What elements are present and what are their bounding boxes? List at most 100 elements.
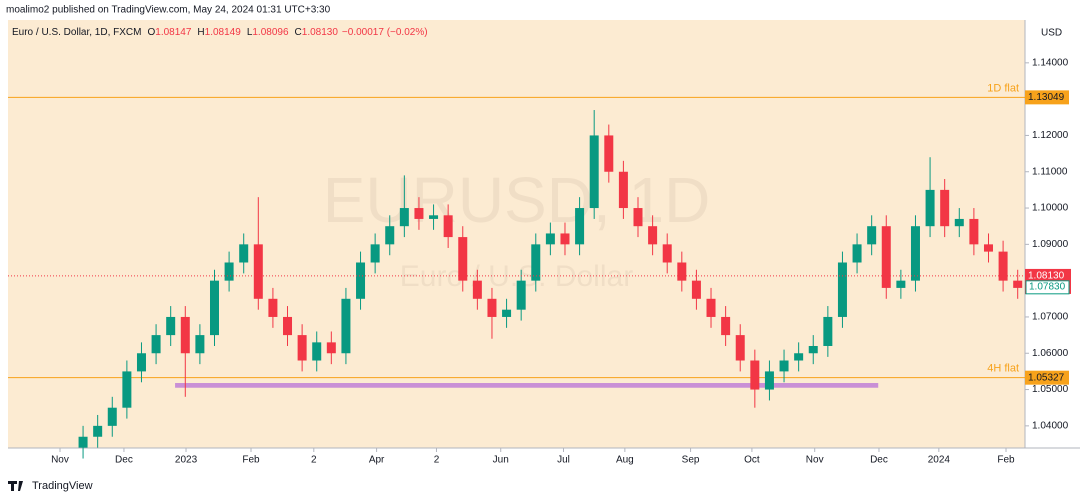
x-tick-label: 2 [311,455,317,466]
candle-body [648,226,658,245]
candle-body [385,226,395,245]
level-note: 1D flat [987,82,1019,94]
candle-body [808,345,818,354]
candle-body [618,171,628,209]
level-price: 1.05327 [1028,372,1065,383]
candle-body [312,342,322,361]
candle-body [107,407,117,426]
candle-body [78,436,88,448]
candle-body [429,215,439,219]
ohlc-label: C [295,27,302,38]
level-note: 4H flat [987,363,1019,375]
candle-body [224,262,234,281]
x-tick-label: Apr [369,455,385,466]
y-tick-label: 1.14000 [1032,57,1069,68]
last-price: 1.08130 [1028,271,1065,282]
candle-body [458,237,468,281]
candle-body [881,226,891,288]
candle-body [151,335,161,354]
candle-body [998,251,1008,281]
watermark: EURUSD, 1D [323,164,711,236]
currency: USD [1041,28,1062,39]
y-tick-label: 1.05000 [1032,384,1069,395]
candle-body [283,316,293,336]
candle-body [545,233,555,245]
candle-body [180,316,190,354]
y-tick-label: 1.07000 [1032,312,1069,323]
candle-body [341,298,351,354]
candle-body [356,262,366,299]
x-tick-label: Sep [682,455,700,466]
candle-body [166,316,176,336]
candle-body [633,208,643,227]
candle-body [910,226,920,281]
candle-body [399,208,409,227]
x-tick-label: 2023 [175,455,198,466]
x-tick-label: Dec [115,455,133,466]
x-tick-label: Nov [51,455,69,466]
candle-body [896,280,906,288]
candle-body [662,244,672,263]
candle-body [867,226,877,245]
x-tick-label: Aug [616,455,634,466]
marker-tag [1025,280,1070,295]
ohlc-value: 1.08130 [302,27,339,38]
symbol: Euro / U.S. Dollar, 1D, FXCM [12,27,141,38]
candle-body [560,233,570,245]
ohlc-value: 1.08149 [205,27,242,38]
candle-body [983,244,993,252]
candle-body [502,309,512,317]
candle-body [472,280,482,299]
candle-body [925,189,935,227]
candle-body [852,244,862,263]
y-tick-label: 1.09000 [1032,239,1069,250]
x-tick-label: Feb [242,455,260,466]
candle-body [954,218,964,227]
ohlc-label: L [247,27,253,38]
candle-body [239,244,249,263]
candle-body [764,371,774,390]
x-tick-label: 2 [434,455,440,466]
y-tick-label: 1.12000 [1032,130,1069,141]
candle-body [721,316,731,336]
candle-body [531,244,541,281]
logo [8,481,23,491]
y-tick-label: 1.06000 [1032,348,1069,359]
support-zone [175,383,879,388]
candle-body [794,353,804,361]
candle-body [370,244,380,263]
candle-body [677,262,687,281]
header: moalimo2 published on TradingView.com, M… [6,5,331,16]
y-tick-label: 1.04000 [1032,420,1069,431]
y-tick-label: 1.11000 [1032,166,1068,177]
marker-price: 1.07830 [1029,281,1066,292]
ohlc-value: 1.08096 [252,27,289,38]
level-price: 1.13049 [1028,92,1065,103]
x-tick-label: Feb [997,455,1015,466]
candle-body [268,298,278,317]
change: −0.00017 (−0.02%) [342,27,428,38]
candle-body [837,262,847,317]
candle-body [209,280,219,336]
watermark: Euro / U.S. Dollar [400,260,633,293]
candle-body [706,298,716,317]
candle-body [414,208,424,219]
candle-body [1013,280,1023,288]
plot-background [8,20,1025,448]
candle-body [195,335,205,354]
candle-body [604,135,614,172]
candle-body [823,316,833,346]
candle-body [122,371,132,408]
x-tick-label: 2024 [928,455,951,466]
x-tick-label: Jun [493,455,509,466]
ohlc-value: 1.08147 [155,27,192,38]
x-tick-label: Jul [557,455,570,466]
candle-body [589,135,599,209]
x-tick-label: Oct [744,455,760,466]
candle-body [779,360,789,372]
ohlc-label: H [197,27,204,38]
candle-body [297,335,307,361]
ohlc-label: O [147,27,155,38]
candle-body [691,280,701,299]
